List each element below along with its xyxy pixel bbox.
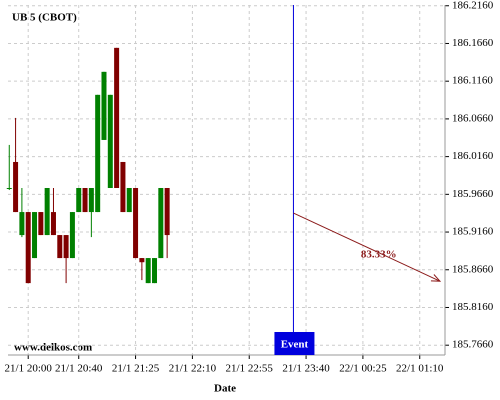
x-tick-label: 21/1 20:00 xyxy=(5,363,53,375)
candle-body xyxy=(139,258,145,263)
watermark: www.delkos.com xyxy=(14,342,92,354)
y-tick-label: 186.0160 xyxy=(452,150,494,162)
candle-body xyxy=(158,187,164,259)
candle-body xyxy=(114,47,120,188)
candle-body xyxy=(126,187,132,213)
candle-body xyxy=(32,212,38,259)
candle-body xyxy=(38,212,44,236)
candle-body xyxy=(50,212,56,236)
candle-body xyxy=(164,187,170,236)
candle-body xyxy=(88,187,94,213)
candle-body xyxy=(19,212,25,236)
event-label: Event xyxy=(281,339,309,351)
candle-body xyxy=(13,161,19,213)
candle-body xyxy=(133,187,139,259)
x-tick-label: 21/1 20:40 xyxy=(55,363,103,375)
candle-body xyxy=(57,235,63,259)
x-axis-label: Date xyxy=(214,383,236,395)
candle-body xyxy=(63,235,69,259)
x-tick-label: 22/1 01:10 xyxy=(396,363,444,375)
projection-arrow xyxy=(293,212,441,282)
x-tick-label: 21/1 21:25 xyxy=(112,363,160,375)
y-tick-label: 185.7660 xyxy=(452,339,494,351)
y-tick-label: 186.1160 xyxy=(452,75,493,87)
candle-body xyxy=(145,258,151,284)
event-box xyxy=(274,332,315,355)
candle-body xyxy=(76,187,82,213)
candle-body xyxy=(25,212,31,284)
candle-body xyxy=(107,94,113,188)
candle-body xyxy=(152,258,158,284)
chart-title: UB 5 (CBOT) xyxy=(12,12,77,24)
x-tick-label: 21/1 23:40 xyxy=(282,363,330,375)
candle-body xyxy=(95,94,101,213)
y-tick-label: 185.9160 xyxy=(452,226,494,238)
candle-body xyxy=(82,187,88,213)
y-tick-label: 185.9660 xyxy=(452,188,494,200)
x-tick-label: 21/1 22:55 xyxy=(226,363,274,375)
y-tick-label: 186.1660 xyxy=(452,37,494,49)
candle-body xyxy=(69,212,75,259)
candle-body xyxy=(101,71,107,140)
x-tick-label: 22/1 00:25 xyxy=(339,363,387,375)
y-tick-label: 185.8660 xyxy=(452,263,494,275)
y-tick-label: 186.2160 xyxy=(452,0,494,11)
candle-body xyxy=(44,187,50,236)
projection-label: 83.33% xyxy=(361,249,397,261)
candle-body xyxy=(120,161,126,213)
arrow-head xyxy=(430,274,442,282)
y-tick-label: 186.0660 xyxy=(452,112,494,124)
x-tick-label: 21/1 22:10 xyxy=(169,363,217,375)
candle-body xyxy=(6,187,12,189)
y-tick-label: 185.8160 xyxy=(452,301,494,313)
